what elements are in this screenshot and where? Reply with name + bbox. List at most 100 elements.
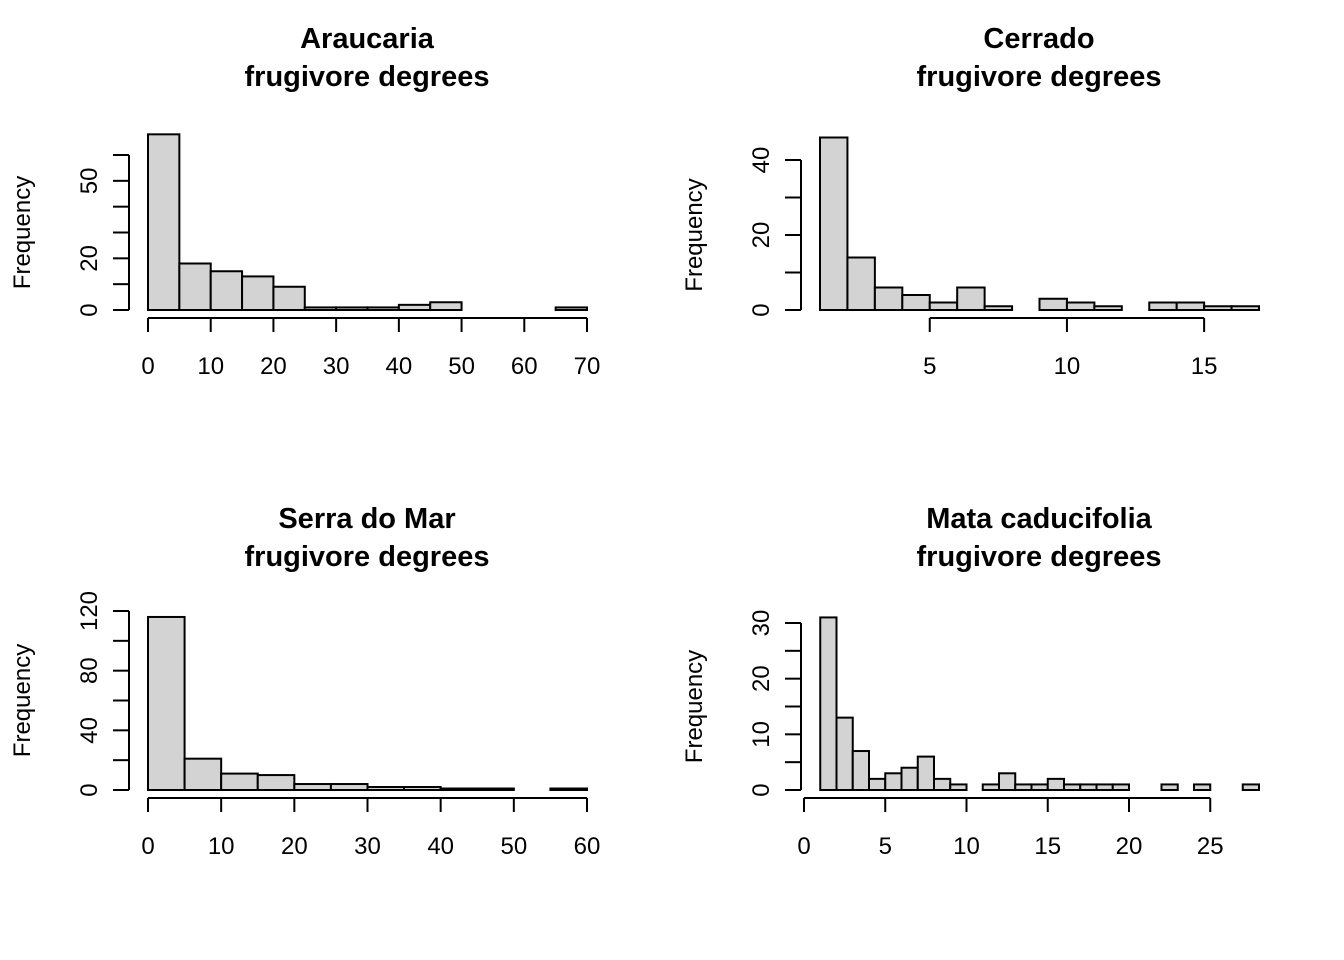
histogram-bar: [1160, 783, 1179, 792]
x-tick-label: 5: [879, 833, 892, 860]
histogram-bar: [554, 306, 589, 311]
histogram-bar: [256, 774, 296, 791]
histogram-bar: [1038, 297, 1068, 311]
histogram-bar: [220, 772, 259, 792]
histogram-bar: [147, 133, 181, 311]
histogram-bar: [884, 772, 903, 791]
histogram-bar: [178, 262, 212, 311]
x-tick-label: 50: [500, 833, 527, 860]
histogram-bar: [329, 783, 369, 791]
histogram-bar: [835, 716, 854, 792]
histogram-bar: [983, 305, 1014, 311]
x-tick-label: 10: [197, 353, 224, 380]
y-tick-label: 80: [76, 657, 103, 684]
y-axis-label: Frequency: [9, 176, 36, 289]
histogram-bar: [1193, 783, 1212, 792]
chart-title: Araucaria: [300, 23, 435, 55]
y-tick-label: 120: [76, 591, 103, 631]
histogram-bar: [1175, 301, 1206, 311]
histogram-bar: [366, 306, 400, 311]
histogram-bar: [293, 783, 332, 791]
y-tick-label: 0: [76, 783, 103, 796]
chart-title: Mata caducifolia: [926, 503, 1152, 535]
y-axis-label: Frequency: [681, 650, 708, 763]
x-tick-label: 30: [323, 353, 350, 380]
panel-cerrado: Cerrado frugivore degrees 0 20 40 Frequency 5 1…: [681, 23, 1260, 380]
histogram-bar: [981, 783, 1000, 792]
chart-subtitle: frugivore degrees: [245, 541, 490, 573]
histogram-bar: [901, 294, 931, 311]
x-tick-label: 10: [1054, 353, 1081, 380]
histogram-bar: [933, 777, 952, 791]
x-tick-label: 40: [386, 353, 413, 380]
histogram-bar: [1093, 305, 1123, 311]
y-axis-label: Frequency: [681, 178, 708, 291]
histogram-bar: [928, 301, 959, 311]
chart-title: Serra do Mar: [278, 503, 455, 535]
histogram-bar: [1241, 783, 1260, 792]
histogram-bar: [1079, 783, 1098, 792]
x-tick-label: 0: [141, 833, 154, 860]
histogram-bar: [1046, 777, 1065, 791]
chart-subtitle: frugivore degrees: [917, 541, 1162, 573]
histogram-bar: [1063, 783, 1082, 792]
x-tick-label: 10: [953, 833, 980, 860]
histogram-bar: [949, 783, 968, 792]
y-tick-label: 20: [76, 245, 103, 272]
histogram-bar: [241, 275, 275, 311]
histogram-bar: [900, 766, 919, 792]
y-tick-label: 30: [748, 610, 775, 637]
histogram-bar: [1014, 783, 1033, 792]
histogram-bar: [1111, 783, 1130, 792]
histogram-bar: [916, 755, 935, 791]
histogram-bar: [303, 306, 338, 311]
histogram-bar: [147, 615, 186, 792]
y-tick-label: 0: [76, 303, 103, 316]
x-tick-label: 0: [141, 353, 154, 380]
histogram-bar: [209, 270, 244, 311]
y-axis-label: Frequency: [9, 644, 36, 757]
histogram-bar: [366, 786, 406, 791]
x-tick-label: 40: [427, 833, 454, 860]
histogram-bar: [439, 787, 479, 792]
histogram-bar: [819, 616, 838, 792]
x-tick-label: 20: [1116, 833, 1143, 860]
y-tick-label: 40: [748, 147, 775, 174]
histogram-bar: [549, 787, 589, 792]
y-tick-label: 0: [748, 303, 775, 316]
y-tick-label: 50: [76, 167, 103, 194]
x-tick-label: 0: [797, 833, 810, 860]
histogram-bar: [956, 286, 986, 311]
histogram-bar: [998, 772, 1017, 791]
histogram-bar: [1148, 301, 1178, 311]
histogram-bar: [1230, 305, 1260, 311]
x-tick-label: 50: [448, 353, 475, 380]
x-tick-label: 30: [354, 833, 381, 860]
histogram-bar: [1095, 783, 1114, 792]
y-tick-label: 40: [76, 717, 103, 744]
y-tick-label: 20: [748, 665, 775, 692]
histogram-bar: [476, 787, 515, 792]
histogram-bar: [1065, 301, 1096, 311]
histogram-bar: [397, 303, 432, 312]
x-tick-label: 20: [281, 833, 308, 860]
histogram-bar: [1030, 783, 1049, 792]
histogram-bar: [403, 786, 442, 791]
x-tick-label: 60: [511, 353, 538, 380]
chart-subtitle: frugivore degrees: [245, 61, 490, 93]
x-tick-label: 5: [923, 353, 936, 380]
x-tick-label: 25: [1197, 833, 1224, 860]
panel-araucaria: Araucaria frugivore degrees 0 20 50 Frequency…: [9, 23, 600, 380]
x-tick-label: 60: [574, 833, 601, 860]
chart-title: Cerrado: [983, 23, 1094, 55]
x-tick-label: 15: [1191, 353, 1218, 380]
chart-subtitle: frugivore degrees: [917, 61, 1162, 93]
y-tick-label: 10: [748, 721, 775, 748]
y-tick-label: 0: [748, 783, 775, 796]
histogram-bar: [335, 306, 369, 311]
x-tick-label: 10: [208, 833, 235, 860]
x-tick-label: 70: [574, 353, 601, 380]
histogram-bar: [1203, 305, 1233, 311]
